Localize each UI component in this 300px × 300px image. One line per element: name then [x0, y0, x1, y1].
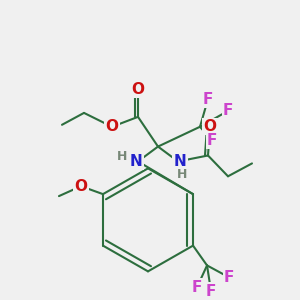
Text: N: N — [174, 154, 186, 169]
Text: H: H — [177, 168, 187, 181]
Text: O: O — [131, 82, 145, 97]
Text: O: O — [106, 119, 118, 134]
Text: F: F — [206, 284, 216, 299]
Text: N: N — [130, 154, 142, 169]
Text: F: F — [192, 280, 202, 295]
Text: F: F — [223, 103, 233, 118]
Text: F: F — [207, 133, 217, 148]
Text: O: O — [203, 119, 217, 134]
Text: F: F — [224, 270, 234, 285]
Text: F: F — [203, 92, 213, 106]
Text: H: H — [117, 150, 127, 163]
Text: O: O — [74, 179, 88, 194]
